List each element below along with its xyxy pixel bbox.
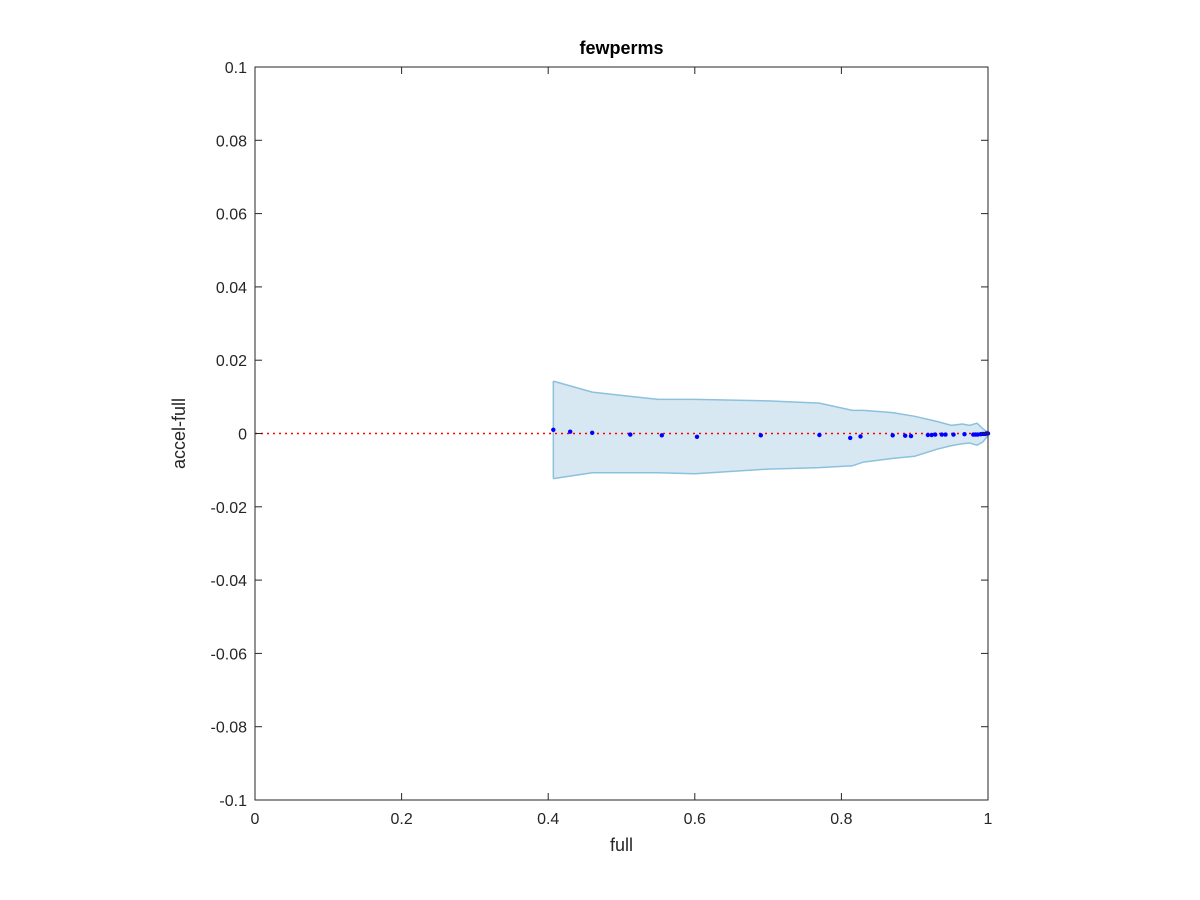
y-tick-label: -0.02 bbox=[211, 500, 248, 517]
data-point bbox=[858, 434, 863, 439]
data-point bbox=[890, 433, 895, 438]
y-tick-label: 0 bbox=[238, 427, 247, 444]
y-tick-label: -0.06 bbox=[211, 646, 248, 663]
data-point bbox=[817, 432, 822, 438]
x-tick-label: 0.8 bbox=[830, 811, 852, 828]
band-lower-edge bbox=[553, 434, 989, 480]
data-point bbox=[908, 433, 914, 439]
x-tick-label: 0.6 bbox=[684, 811, 706, 828]
y-tick-label: 0.02 bbox=[216, 353, 247, 370]
data-point bbox=[568, 429, 573, 434]
y-tick-label: -0.08 bbox=[211, 720, 248, 737]
data-point bbox=[943, 432, 948, 437]
y-tick-label: 0.06 bbox=[216, 207, 247, 224]
data-point bbox=[628, 432, 633, 437]
y-tick-label: -0.1 bbox=[219, 793, 247, 810]
y-tick-label: 0.08 bbox=[216, 133, 247, 150]
data-point bbox=[933, 432, 938, 437]
x-tick-label: 0.4 bbox=[537, 811, 559, 828]
x-axis-label: full bbox=[610, 835, 633, 855]
x-tick-label: 0.2 bbox=[390, 811, 412, 828]
data-point bbox=[659, 433, 664, 438]
data-point bbox=[694, 434, 700, 439]
y-axis-label: accel-full bbox=[169, 398, 189, 469]
data-point bbox=[929, 432, 934, 438]
data-point bbox=[551, 427, 556, 432]
data-point bbox=[758, 433, 763, 438]
data-point bbox=[590, 430, 595, 435]
data-point bbox=[848, 435, 853, 441]
x-tick-label: 0 bbox=[251, 811, 260, 828]
y-tick-label: 0.04 bbox=[216, 280, 247, 297]
data-point bbox=[903, 433, 908, 438]
y-tick-label: 0.1 bbox=[225, 60, 247, 77]
band-upper-edge bbox=[553, 380, 989, 434]
data-point bbox=[925, 432, 931, 438]
chart-title: fewperms bbox=[579, 38, 663, 58]
data-point bbox=[951, 432, 956, 437]
x-tick-label: 1 bbox=[984, 811, 993, 828]
data-point bbox=[939, 432, 944, 437]
confidence-band bbox=[553, 381, 988, 479]
data-point bbox=[962, 432, 967, 437]
y-tick-label: -0.04 bbox=[211, 573, 248, 590]
